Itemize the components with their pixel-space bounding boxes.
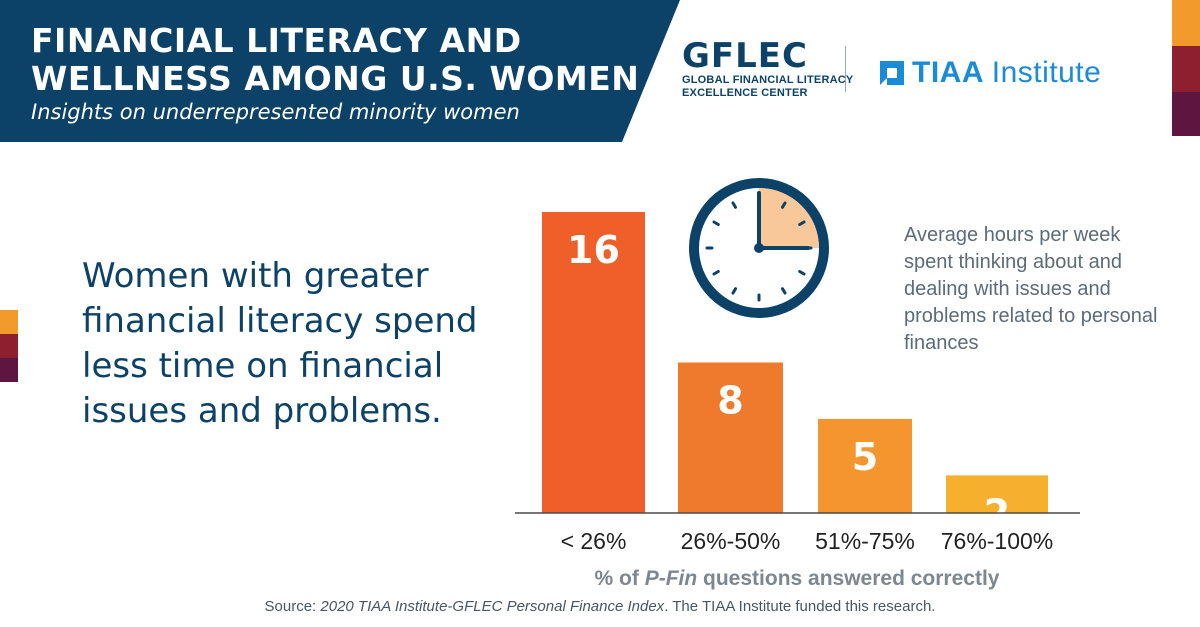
bar-value-label: 8 <box>717 379 743 423</box>
gflec-logo: GFLEC GLOBAL FINANCIAL LITERACY EXCELLEN… <box>682 38 853 100</box>
x-tick-label: 51%-75% <box>815 528 915 554</box>
page-title: FINANCIAL LITERACY AND WELLNESS AMONG U.… <box>31 22 639 98</box>
logo-divider <box>845 46 846 92</box>
source-suffix: . The TIAA Institute funded this researc… <box>664 598 936 615</box>
gflec-tagline-1: GLOBAL FINANCIAL LITERACY <box>682 74 854 86</box>
right-accent-stripe-orange <box>1172 0 1200 46</box>
clock-tick <box>798 220 806 226</box>
right-accent-stripe-red <box>1172 46 1200 92</box>
clock-tick <box>731 287 737 295</box>
gflec-tagline-2: EXCELLENCE CENTER <box>682 87 808 99</box>
bar <box>946 475 1048 513</box>
x-axis-title-prefix: % of <box>595 567 645 590</box>
gflec-wordmark: GFLEC <box>682 36 808 76</box>
tiaa-wordmark-light: Institute <box>991 56 1102 89</box>
source-title: 2020 TIAA Institute-GFLEC Personal Finan… <box>320 598 665 615</box>
x-tick-label: 76%-100% <box>941 528 1054 554</box>
title-banner <box>0 0 680 142</box>
x-axis-title-emphasis: P-Fin <box>645 567 698 590</box>
right-accent-stripe-purple <box>1172 92 1200 136</box>
left-accent-stripe-red <box>0 334 18 358</box>
bar-value-label: 16 <box>567 228 620 272</box>
clock-tick <box>781 201 787 209</box>
clock-icon <box>689 178 829 318</box>
bar-value-label: 5 <box>852 435 878 479</box>
tiaa-wordmark-bold: TIAA <box>912 56 983 89</box>
chart-note: Average hours per week spent thinking ab… <box>904 224 1158 354</box>
x-axis-title: % of P-Fin questions answered correctly <box>595 567 1000 590</box>
left-accent-stripe-orange <box>0 310 18 334</box>
tiaa-logo-icon <box>880 61 904 85</box>
title-line-1: FINANCIAL LITERACY AND <box>31 21 522 60</box>
clock-tick <box>781 287 787 295</box>
clock-tick <box>712 220 720 226</box>
clock-tick <box>798 270 806 276</box>
left-accent-stripe-purple <box>0 358 18 382</box>
tiaa-wordmark: TIAA Institute <box>912 56 1101 90</box>
headline: Women with greater financial literacy sp… <box>82 256 478 431</box>
x-axis-title-suffix: questions answered correctly <box>697 567 1000 590</box>
title-line-2: WELLNESS AMONG U.S. WOMEN <box>31 59 640 98</box>
bar <box>818 418 912 513</box>
bar <box>542 212 645 513</box>
clock-tick <box>731 201 737 209</box>
source-prefix: Source: <box>264 598 321 615</box>
source-note: Source: 2020 TIAA Institute-GFLEC Person… <box>0 598 1200 615</box>
tiaa-institute-logo: TIAA Institute <box>878 56 1101 90</box>
clock-tick <box>712 270 720 276</box>
x-tick-label: < 26% <box>561 528 627 554</box>
bar <box>678 362 783 513</box>
page-subtitle: Insights on underrepresented minority wo… <box>31 100 520 124</box>
x-tick-label: 26%-50% <box>681 528 781 554</box>
